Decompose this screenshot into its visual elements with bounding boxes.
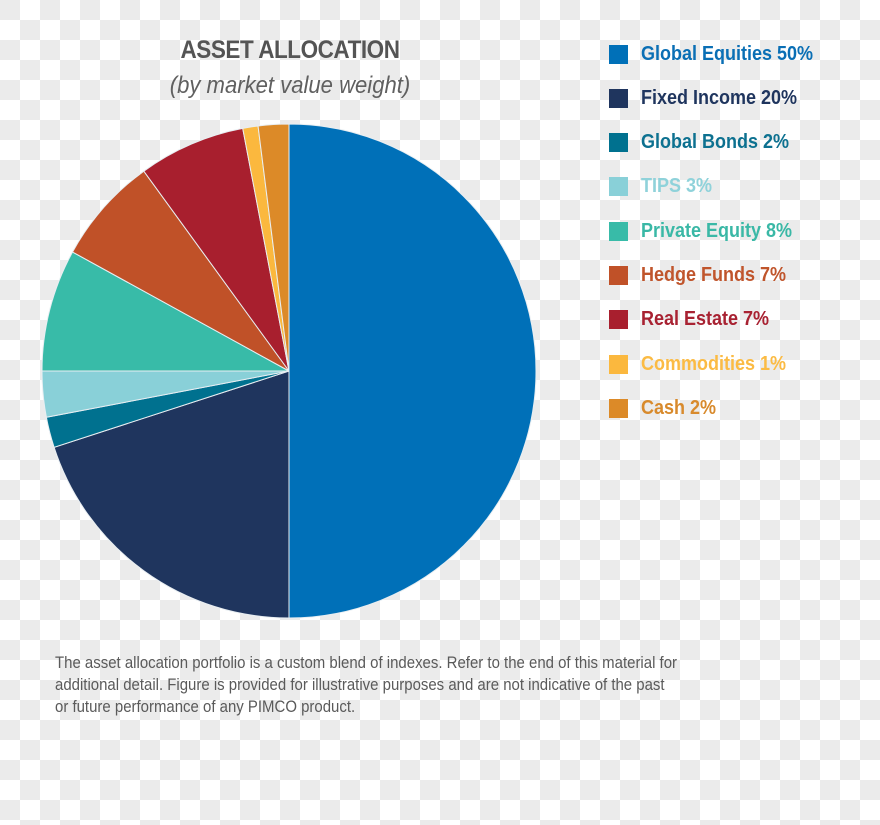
legend-item-hedge-funds: Hedge Funds 7% [609,264,802,287]
legend-swatch [609,45,628,64]
legend-item-commodities: Commodities 1% [609,353,802,376]
legend-swatch [609,89,628,108]
legend-swatch [609,355,628,374]
legend-item-private-equity: Private Equity 8% [609,220,809,243]
legend-label: Cash 2% [641,397,717,419]
legend-label: Hedge Funds 7% [641,264,787,286]
chart-title: ASSET ALLOCATION [180,36,400,64]
footnote: The asset allocation portfolio is a cust… [55,652,803,718]
legend-swatch [609,177,628,196]
footnote-line: or future performance of any PIMCO produ… [55,697,356,716]
legend-item-global-bonds: Global Bonds 2% [609,131,805,154]
footnote-line: The asset allocation portfolio is a cust… [55,653,678,672]
legend-item-cash: Cash 2% [609,397,724,420]
legend-swatch [609,133,628,152]
pie-slice-global-equities [288,123,537,619]
pie-slice-fixed-income [53,370,290,619]
pie-slice-real-estate [143,127,290,372]
pie-slices [41,123,537,619]
legend-label: Global Equities 50% [641,43,814,65]
legend-swatch [609,222,628,241]
legend-label: Private Equity 8% [641,220,793,242]
legend-item-real-estate: Real Estate 7% [609,308,783,331]
legend-label: Real Estate 7% [641,308,770,330]
footnote-line: additional detail. Figure is provided fo… [55,675,665,694]
legend-item-global-equities: Global Equities 50% [609,43,832,66]
legend-label: Global Bonds 2% [641,131,790,153]
chart-subtitle: (by market value weight) [169,72,411,99]
pie-slice-hedge-funds [71,170,290,372]
legend-item-fixed-income: Fixed Income 20% [609,87,814,110]
legend-label: TIPS 3% [641,175,713,197]
pie-slice-private-equity [41,251,290,372]
pie-slice-cash [257,123,290,372]
legend-label: Fixed Income 20% [641,87,798,109]
legend-swatch [609,399,628,418]
legend-swatch [609,266,628,285]
legend-item-tips: TIPS 3% [609,175,720,198]
legend-label: Commodities 1% [641,353,787,375]
legend-swatch [609,310,628,329]
